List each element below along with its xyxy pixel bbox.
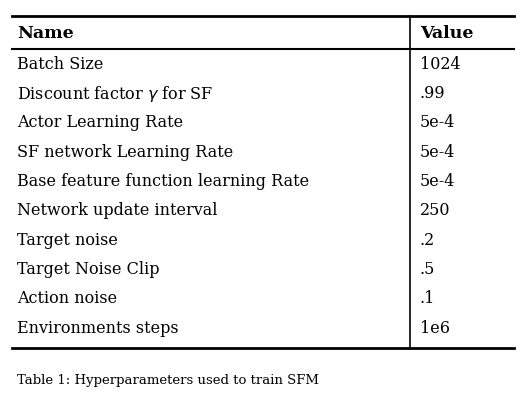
Text: 5e-4: 5e-4 [420, 173, 456, 190]
Text: SF network Learning Rate: SF network Learning Rate [17, 144, 234, 160]
Text: .2: .2 [420, 231, 435, 248]
Text: Base feature function learning Rate: Base feature function learning Rate [17, 173, 309, 190]
Text: 1e6: 1e6 [420, 319, 450, 336]
Text: Environments steps: Environments steps [17, 319, 179, 336]
Text: 250: 250 [420, 202, 450, 219]
Text: Action noise: Action noise [17, 290, 117, 307]
Text: Value: Value [420, 25, 473, 42]
Text: 5e-4: 5e-4 [420, 144, 456, 160]
Text: .99: .99 [420, 85, 446, 102]
Text: Name: Name [17, 25, 74, 42]
Text: 1024: 1024 [420, 56, 461, 73]
Text: .5: .5 [420, 260, 436, 277]
Text: Table 1: Hyperparameters used to train SFM: Table 1: Hyperparameters used to train S… [17, 373, 319, 386]
Text: Network update interval: Network update interval [17, 202, 218, 219]
Text: 5e-4: 5e-4 [420, 114, 456, 131]
Text: Batch Size: Batch Size [17, 56, 104, 73]
Text: Discount factor $\gamma$ for SF: Discount factor $\gamma$ for SF [17, 83, 214, 103]
Text: Target Noise Clip: Target Noise Clip [17, 260, 159, 277]
Text: Actor Learning Rate: Actor Learning Rate [17, 114, 183, 131]
Text: .1: .1 [420, 290, 436, 307]
Text: Target noise: Target noise [17, 231, 118, 248]
